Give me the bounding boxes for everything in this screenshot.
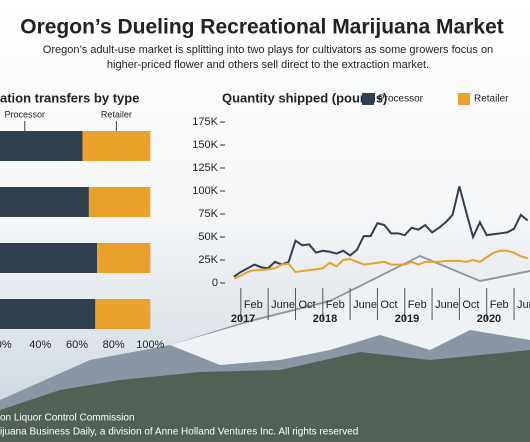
y-tick-label: 0 [212, 277, 218, 289]
bar-segment [88, 187, 151, 217]
bar-segment [0, 243, 98, 273]
year-label: 2020 [477, 313, 501, 325]
legend-swatch [362, 93, 374, 105]
footer: ijuana Business Daily, a division of Ann… [0, 427, 358, 438]
x-tick-label: Feb [490, 299, 509, 311]
legend-label: Retailer [101, 109, 132, 119]
chart-title: ation transfers by type [0, 90, 139, 105]
x-tick-label: Feb [408, 299, 427, 311]
x-tick-label: Feb [244, 299, 263, 311]
x-tick-label: 0% [0, 339, 12, 351]
bar-segment [95, 299, 151, 329]
y-tick-label: 125K [192, 162, 218, 174]
year-label: 2017 [231, 313, 255, 325]
x-tick-label: June [353, 299, 377, 311]
year-label: 2019 [395, 313, 419, 325]
x-tick-label: June [271, 299, 295, 311]
y-tick-label: 25K [198, 254, 218, 266]
y-tick-label: 50K [198, 231, 218, 243]
x-tick-label: Oct [462, 299, 479, 311]
y-tick-label: 175K [192, 116, 218, 128]
x-tick-label: June [517, 299, 530, 311]
x-tick-label: June [435, 299, 459, 311]
x-tick-label: 40% [29, 339, 51, 351]
y-tick-label: 75K [198, 208, 218, 220]
x-tick-label: Oct [380, 299, 397, 311]
bar-segment [0, 131, 83, 161]
trees [0, 350, 530, 442]
legend-label: Retailer [474, 94, 509, 105]
legend-label: Processor [4, 109, 45, 119]
footer: on Liquor Control Commission [0, 413, 135, 424]
chart-title: Quantity shipped (pounds) [222, 90, 387, 105]
subtitle: higher-priced flower and others sell dir… [107, 59, 429, 71]
bar-segment [82, 131, 151, 161]
x-tick-label: 60% [66, 339, 88, 351]
legend-label: Processor [378, 94, 424, 105]
y-tick-label: 150K [192, 139, 218, 151]
bar-segment [97, 243, 151, 273]
year-label: 2018 [313, 313, 337, 325]
y-tick-label: 100K [192, 185, 218, 197]
line [233, 249, 528, 280]
x-tick-label: 80% [103, 339, 125, 351]
x-tick-label: Oct [298, 299, 315, 311]
x-tick-label: Feb [326, 299, 345, 311]
x-tick-label: 100% [136, 339, 164, 351]
bar-segment [0, 187, 89, 217]
bar-segment [0, 299, 96, 329]
title: Oregon’s Dueling Recreational Marijuana … [20, 16, 504, 39]
subtitle: Oregon’s adult-use market is splitting i… [43, 44, 493, 56]
legend-swatch [458, 93, 470, 105]
